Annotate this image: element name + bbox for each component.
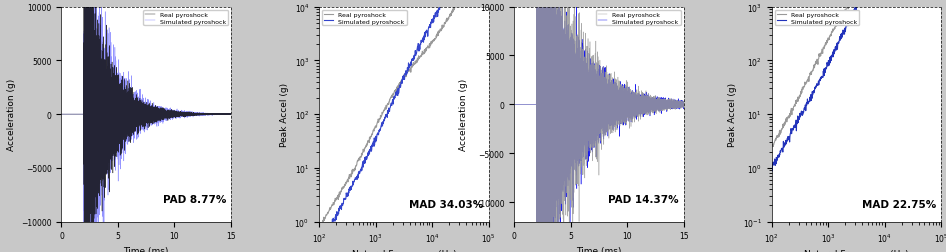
Y-axis label: Peak Accel (g): Peak Accel (g) <box>728 83 737 147</box>
Legend: Real pyroshock, Simulated pyroshock: Real pyroshock, Simulated pyroshock <box>596 11 680 26</box>
Line: Simulated pyroshock: Simulated pyroshock <box>772 0 941 171</box>
Simulated pyroshock <box>215 113 226 116</box>
Simulated pyroshock <box>427 19 438 22</box>
Simulated pyroshock <box>165 114 176 117</box>
Simulated pyroshock <box>225 113 236 116</box>
Simulated pyroshock <box>158 116 169 119</box>
Real pyroshock <box>588 90 600 93</box>
Simulated pyroshock <box>509 103 520 106</box>
Real pyroshock <box>165 115 176 118</box>
Simulated pyroshock <box>177 112 188 115</box>
Real pyroshock <box>611 110 622 113</box>
X-axis label: Time (ms): Time (ms) <box>576 246 622 252</box>
Line: Real pyroshock: Real pyroshock <box>515 0 684 252</box>
Line: Simulated pyroshock: Simulated pyroshock <box>515 0 684 252</box>
Text: PAD 8.77%: PAD 8.77% <box>163 195 226 205</box>
Simulated pyroshock <box>313 244 324 247</box>
Real pyroshock <box>136 121 148 124</box>
Real pyroshock <box>810 63 821 66</box>
Simulated pyroshock <box>667 104 678 107</box>
Simulated pyroshock <box>766 170 778 173</box>
X-axis label: Natural Frequency (Hz): Natural Frequency (Hz) <box>804 249 909 252</box>
Simulated pyroshock <box>551 111 562 114</box>
Line: Real pyroshock: Real pyroshock <box>61 0 231 252</box>
Real pyroshock <box>551 43 562 46</box>
Legend: Real pyroshock, Simulated pyroshock: Real pyroshock, Simulated pyroshock <box>323 11 407 26</box>
Real pyroshock <box>343 173 355 176</box>
Real pyroshock <box>177 112 188 115</box>
Simulated pyroshock <box>843 20 854 23</box>
Simulated pyroshock <box>766 166 778 169</box>
Simulated pyroshock <box>678 103 690 106</box>
Line: Real pyroshock: Real pyroshock <box>319 0 488 227</box>
Real pyroshock <box>56 113 67 116</box>
Real pyroshock <box>391 90 402 93</box>
Simulated pyroshock <box>413 45 425 48</box>
Simulated pyroshock <box>391 92 402 96</box>
Simulated pyroshock <box>98 117 110 120</box>
Y-axis label: Acceleration (g): Acceleration (g) <box>7 79 15 151</box>
Real pyroshock <box>509 103 520 106</box>
Real pyroshock <box>313 225 324 228</box>
Simulated pyroshock <box>630 108 641 111</box>
Real pyroshock <box>667 102 678 105</box>
Text: PAD 14.37%: PAD 14.37% <box>608 195 678 205</box>
X-axis label: Time (ms): Time (ms) <box>124 246 169 252</box>
Simulated pyroshock <box>810 87 821 90</box>
Simulated pyroshock <box>797 114 808 117</box>
X-axis label: Natural Frequency (Hz): Natural Frequency (Hz) <box>352 249 456 252</box>
Line: Simulated pyroshock: Simulated pyroshock <box>319 0 488 249</box>
Real pyroshock <box>766 146 778 149</box>
Simulated pyroshock <box>56 113 67 116</box>
Real pyroshock <box>678 102 690 105</box>
Real pyroshock <box>427 40 438 43</box>
Real pyroshock <box>98 87 110 90</box>
Real pyroshock <box>630 108 641 111</box>
Real pyroshock <box>843 1 854 4</box>
Real pyroshock <box>618 111 629 114</box>
Line: Simulated pyroshock: Simulated pyroshock <box>61 0 231 252</box>
Real pyroshock <box>441 17 452 20</box>
Y-axis label: Acceleration (g): Acceleration (g) <box>460 79 468 151</box>
Simulated pyroshock <box>588 114 600 117</box>
Real pyroshock <box>797 92 808 95</box>
Real pyroshock <box>158 116 169 119</box>
Text: MAD 34.03%: MAD 34.03% <box>410 199 483 209</box>
Real pyroshock <box>314 226 325 229</box>
Simulated pyroshock <box>611 115 622 118</box>
Real pyroshock <box>215 113 226 116</box>
Simulated pyroshock <box>314 247 325 250</box>
Legend: Real pyroshock, Simulated pyroshock: Real pyroshock, Simulated pyroshock <box>144 11 228 26</box>
Real pyroshock <box>358 150 369 153</box>
Simulated pyroshock <box>136 115 148 118</box>
Line: Real pyroshock: Real pyroshock <box>772 0 941 147</box>
Simulated pyroshock <box>358 160 369 163</box>
Legend: Real pyroshock, Simulated pyroshock: Real pyroshock, Simulated pyroshock <box>775 11 859 26</box>
Text: MAD 22.75%: MAD 22.75% <box>862 199 937 209</box>
Real pyroshock <box>413 58 425 61</box>
Simulated pyroshock <box>618 103 629 106</box>
Y-axis label: Peak Accel (g): Peak Accel (g) <box>280 83 289 147</box>
Real pyroshock <box>225 113 236 116</box>
Simulated pyroshock <box>343 189 355 192</box>
